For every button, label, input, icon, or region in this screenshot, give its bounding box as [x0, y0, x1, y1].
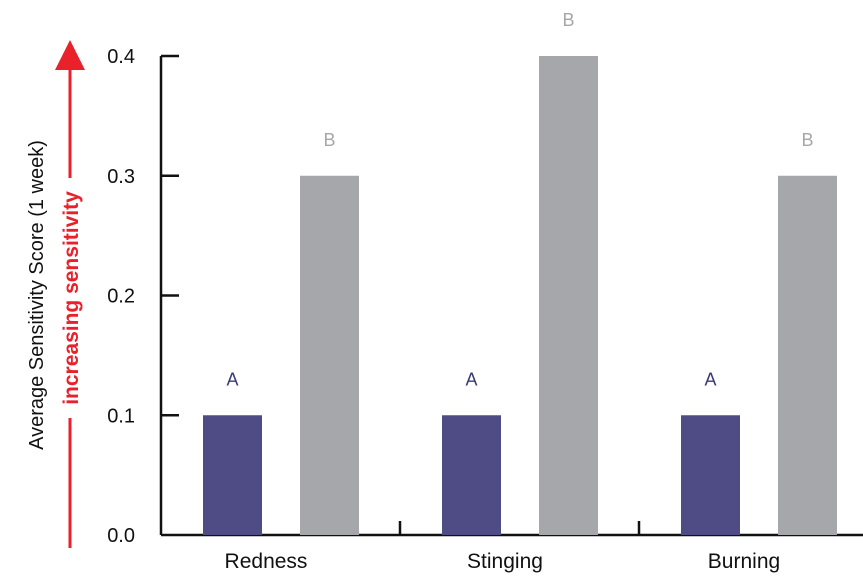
x-axis — [161, 521, 863, 537]
x-ticks — [398, 521, 641, 535]
y-ticks: 0.0 0.1 0.2 0.3 0.4 — [107, 46, 179, 547]
significance-label: B — [323, 130, 335, 150]
y-tick-label: 0.4 — [107, 46, 135, 68]
group-labels: A B A B A B — [226, 10, 813, 389]
arrow-label-background — [58, 178, 84, 418]
bar-redness-2 — [300, 175, 359, 535]
significance-label: A — [465, 369, 477, 389]
y-tick-label: 0.0 — [107, 525, 135, 547]
bar-redness-1 — [203, 415, 262, 535]
bar-stinging-1 — [442, 415, 501, 535]
y-axis: 0.0 0.1 0.2 0.3 0.4 — [107, 46, 179, 547]
y-axis-label: Average Sensitivity Score (1 week) — [26, 140, 48, 450]
significance-label: A — [704, 369, 716, 389]
bar-burning-2 — [778, 175, 837, 535]
bars — [203, 56, 837, 535]
bar-stinging-2 — [539, 56, 598, 535]
y-tick-label: 0.1 — [107, 405, 135, 427]
increasing-sensitivity-label: increasing sensitivity — [60, 191, 83, 405]
category-label-redness: Redness — [225, 550, 308, 573]
y-tick-label: 0.3 — [107, 166, 135, 188]
significance-label: B — [562, 10, 574, 30]
bar-burning-1 — [681, 415, 740, 535]
category-labels: Redness Stinging Burning — [225, 550, 781, 573]
category-label-burning: Burning — [708, 550, 780, 573]
significance-label: A — [226, 369, 238, 389]
y-tick-label: 0.2 — [107, 286, 135, 308]
category-label-stinging: Stinging — [467, 550, 543, 573]
significance-label: B — [801, 130, 813, 150]
